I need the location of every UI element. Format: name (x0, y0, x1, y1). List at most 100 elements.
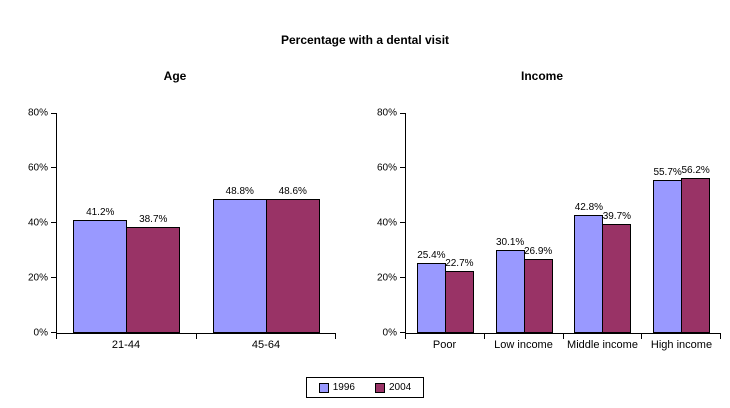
y-axis-tick-mark (400, 167, 406, 168)
bar-group: 55.7% 56.2% (642, 165, 721, 333)
income-plot-row: 0% 20% 40% 60% 80% 25.4% 22.7% 30.1% 26.9% 42.8%… (363, 108, 721, 339)
bar-group: 42.8% 39.7% (564, 202, 643, 333)
chart-title: Percentage with a dental visit (280, 33, 450, 47)
legend-item-1996: 1996 (318, 382, 355, 393)
age-chart-subtitle: Age (163, 69, 187, 83)
bar-value-label: 25.4% (417, 250, 446, 262)
age-chart-panel: Age 0% 20% 40% 60% 80% 41.2% 38.7% 48.8% 48.6% … (14, 47, 336, 351)
y-axis-tick-mark (400, 277, 406, 278)
y-axis-tick-mark (400, 113, 406, 114)
bar-1996 (653, 179, 683, 333)
income-chart-subtitle: Income (520, 69, 563, 83)
plot-area: 25.4% 22.7% 30.1% 26.9% 42.8% 39.7% 55.7% 56.2% (400, 113, 721, 339)
y-axis-tick-label: 80% (27, 107, 48, 119)
age-plot-row: 0% 20% 40% 60% 80% 41.2% 38.7% 48.8% 48.6% (14, 108, 337, 339)
bar-2004 (681, 178, 711, 333)
legend-box: 1996 2004 (305, 377, 425, 398)
x-axis-tick-mark (720, 334, 721, 339)
category-label: Low income (494, 339, 553, 351)
y-axis-tick-mark (51, 332, 57, 333)
bar-value-label: 48.8% (225, 185, 254, 197)
bar-value-label: 56.2% (681, 165, 710, 177)
bar-value-label: 48.6% (278, 186, 307, 198)
bar-value-label: 22.7% (445, 257, 474, 269)
bar-group: 48.8% 48.6% (197, 186, 337, 333)
bar-2004 (523, 259, 553, 333)
bar-column: 25.4% (416, 250, 446, 333)
bar-column: 22.7% (444, 257, 474, 333)
bar-value-label: 30.1% (495, 237, 525, 249)
legend-swatch-2004 (375, 382, 385, 393)
bar-value-label: 55.7% (653, 166, 682, 178)
bar-column: 39.7% (602, 210, 632, 333)
y-axis-tick-label: 60% (376, 162, 397, 174)
bar-value-label: 41.2% (86, 206, 115, 218)
category-label: 45-64 (251, 339, 281, 351)
bar-column: 48.8% (212, 185, 267, 333)
bar-column: 42.8% (574, 202, 604, 333)
y-axis-tick-label: 0% (33, 327, 48, 339)
bar-column: 56.2% (681, 165, 711, 333)
legend-item-2004: 2004 (375, 382, 411, 393)
y-axis-tick-mark (400, 332, 406, 333)
age-y-axis: 0% 20% 40% 60% 80% (14, 108, 56, 339)
bar-1996 (495, 250, 525, 333)
income-chart-panel: Income 0% 20% 40% 60% 80% 25.4% 22.7% 30.1% 26.… (363, 47, 721, 351)
x-axis-tick-mark (335, 334, 336, 339)
y-axis-tick-mark (51, 277, 57, 278)
bar-column: 48.6% (265, 186, 320, 333)
bar-1996 (574, 215, 604, 333)
category-label: High income (650, 339, 713, 351)
category-label: Poor (432, 339, 457, 351)
bar-2004 (126, 226, 181, 333)
category-axis-spacer (14, 339, 56, 351)
bar-value-label: 38.7% (139, 213, 168, 225)
bar-2004 (444, 270, 474, 333)
y-axis-tick-label: 80% (376, 107, 397, 119)
y-axis-tick-label: 40% (376, 217, 397, 229)
age-category-axis: 21-44 45-64 (14, 339, 336, 351)
bar-value-label: 42.8% (574, 202, 604, 214)
category-label: 21-44 (111, 339, 141, 351)
bar-group: 41.2% 38.7% (57, 207, 197, 333)
legend-swatch-1996 (318, 382, 329, 393)
y-axis-tick-label: 20% (27, 272, 48, 284)
y-axis-tick-label: 40% (27, 217, 48, 229)
x-axis-tick-mark (641, 334, 643, 339)
bar-column: 38.7% (126, 213, 181, 333)
category-axis-spacer (363, 339, 405, 351)
bar-group: 30.1% 26.9% (485, 237, 564, 333)
legend-row: 1996 2004 (0, 377, 730, 398)
legend-label-2004: 2004 (389, 382, 412, 393)
bar-2004 (602, 223, 632, 333)
x-axis-tick-mark (405, 334, 406, 339)
y-axis-tick-mark (51, 113, 57, 114)
bar-column: 55.7% (653, 166, 683, 333)
y-axis-tick-label: 20% (376, 272, 397, 284)
bar-value-label: 26.9% (523, 246, 553, 258)
legend-label-1996: 1996 (332, 382, 355, 393)
x-axis-tick-mark (483, 334, 485, 339)
bar-column: 41.2% (73, 206, 128, 333)
bar-group: 25.4% 22.7% (406, 250, 485, 333)
y-axis-tick-mark (51, 167, 57, 168)
bar-1996 (212, 198, 267, 333)
bar-1996 (73, 219, 128, 333)
bar-value-label: 39.7% (602, 210, 632, 222)
plot-area: 41.2% 38.7% 48.8% 48.6% (51, 113, 337, 339)
y-axis-tick-label: 60% (27, 162, 48, 174)
charts-row: Age 0% 20% 40% 60% 80% 41.2% 38.7% 48.8% 48.6% … (0, 47, 730, 351)
income-y-axis: 0% 20% 40% 60% 80% (363, 108, 405, 339)
x-axis-tick-mark (195, 334, 197, 339)
bar-2004 (265, 199, 320, 333)
y-axis-tick-mark (51, 222, 57, 223)
x-axis-tick-mark (56, 334, 57, 339)
bar-column: 26.9% (523, 246, 553, 333)
bar-column: 30.1% (495, 237, 525, 333)
income-category-axis: Poor Low income Middle income High income (363, 339, 721, 351)
x-axis-tick-mark (562, 334, 564, 339)
bar-1996 (416, 263, 446, 333)
category-label: Middle income (567, 339, 638, 351)
y-axis-tick-label: 0% (382, 327, 397, 339)
